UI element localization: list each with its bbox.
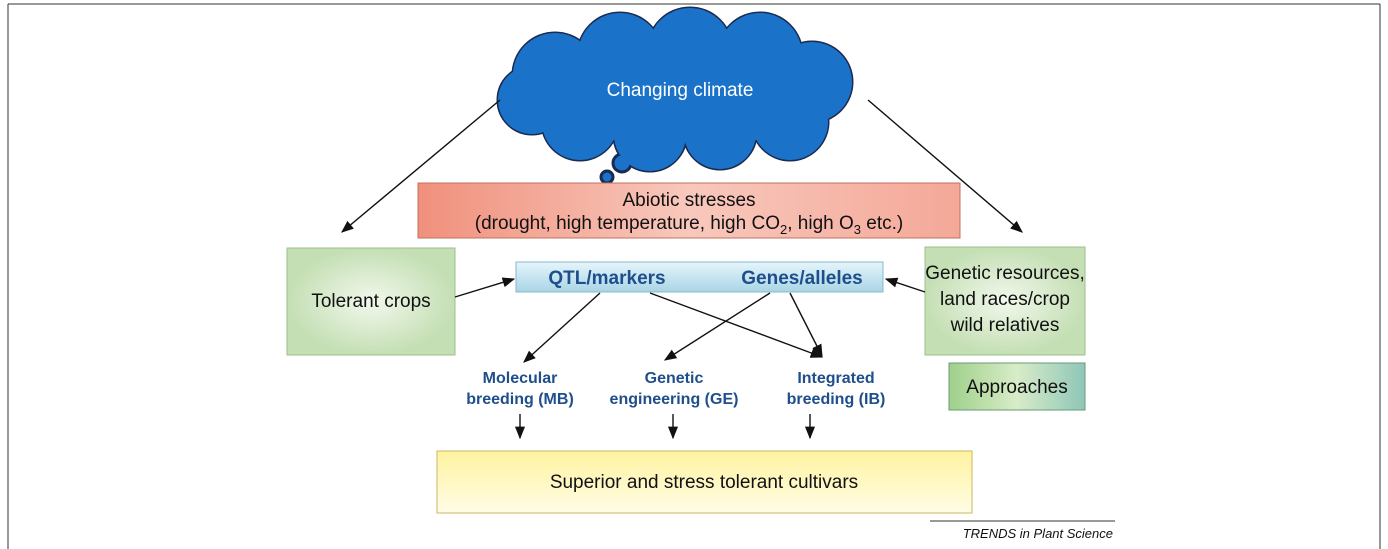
approach-label: Molecular <box>483 370 558 387</box>
outcome-label: Superior and stress tolerant cultivars <box>550 472 858 493</box>
tolerant-label: Tolerant crops <box>311 291 430 312</box>
text: , high O <box>787 213 854 234</box>
approaches-legend: Approaches <box>966 377 1067 398</box>
approach-label: breeding (MB) <box>466 391 574 408</box>
resources-label: Genetic resources, <box>925 263 1084 284</box>
stress-detail: (drought, high temperature, high CO2, hi… <box>475 213 903 237</box>
qtl-label: QTL/markers <box>548 268 665 289</box>
subscript: 3 <box>854 222 861 237</box>
cloud: Changing climate <box>498 8 852 183</box>
text: etc.) <box>861 213 903 234</box>
genes-label: Genes/alleles <box>741 268 862 289</box>
diagram: Changing climate Abiotic stresses (droug… <box>0 0 1388 549</box>
resources-label: wild relatives <box>950 315 1060 336</box>
approach-label: breeding (IB) <box>787 391 886 408</box>
resources-label: land races/crop <box>940 289 1070 310</box>
text: (drought, high temperature, high CO <box>475 213 780 234</box>
cloud-label: Changing climate <box>607 80 754 101</box>
subscript: 2 <box>780 222 787 237</box>
stress-title: Abiotic stresses <box>622 190 755 211</box>
approach-label: Integrated <box>797 370 874 387</box>
approach-label: Genetic <box>645 370 704 387</box>
approach-label: engineering (GE) <box>610 391 739 408</box>
footer: TRENDS in Plant Science <box>963 526 1113 541</box>
